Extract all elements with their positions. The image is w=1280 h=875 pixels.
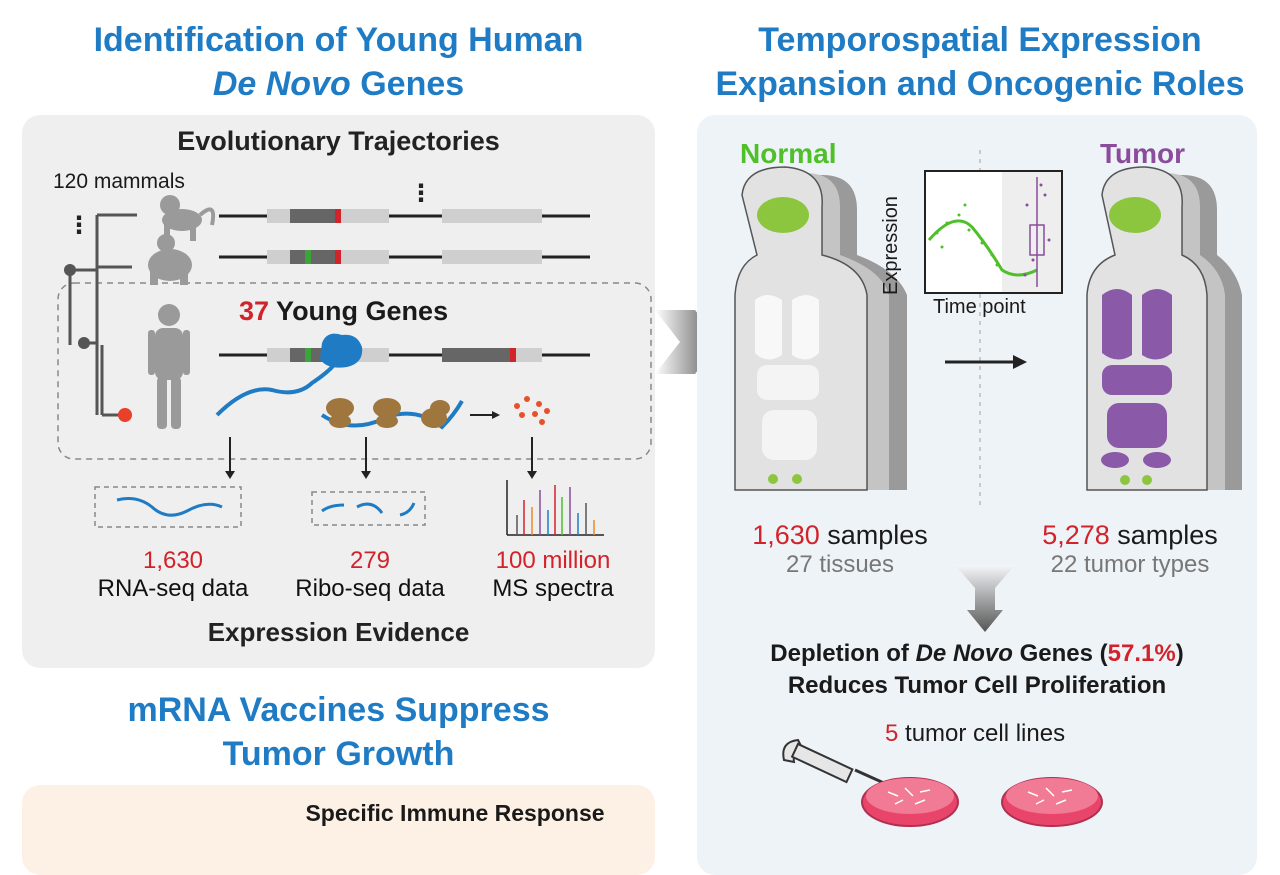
peptide-dots-icon	[514, 396, 550, 425]
normal-body-icon	[734, 166, 907, 491]
cell-lines-label: tumor cell lines	[898, 720, 1066, 747]
petri-dish-icon	[861, 777, 959, 827]
left-title: Identification of Young Human De Novo Ge…	[22, 18, 655, 106]
immune-panel	[22, 785, 655, 875]
ribosome-icons	[326, 398, 450, 428]
tumor-types: 22 tumor types	[1050, 551, 1210, 578]
normal-label: Normal	[740, 138, 837, 169]
gorilla-icon	[148, 234, 192, 285]
vertical-dots-tree: ⋮	[67, 212, 91, 239]
tumor-samples-number: 5,278	[1042, 520, 1110, 550]
rna-seq-icon	[94, 486, 242, 528]
tumor-body-icon	[1086, 166, 1242, 491]
plot-ylabel: Expression	[880, 196, 902, 295]
evidence-arrows	[229, 437, 533, 473]
evidence-header: Expression Evidence	[207, 617, 470, 647]
evolution-header: Evolutionary Trajectories	[177, 126, 500, 156]
left-title-line2: De Novo Genes	[22, 62, 655, 106]
cell-lines: 5 tumor cell lines	[885, 720, 1065, 748]
depletion-mid: Genes (	[1012, 640, 1108, 667]
tumor-label: Tumor	[1100, 138, 1186, 169]
evidence-number: 1,630	[142, 547, 204, 574]
tumor-samples-word: samples	[1109, 520, 1218, 550]
left-title-rest: Genes	[350, 65, 465, 103]
normal-samples: 1,630 samples	[720, 520, 960, 551]
vertical-dots-tracks: ⋮	[409, 180, 433, 207]
tree-node-root	[64, 264, 76, 276]
down-arrow-icon	[955, 565, 1015, 632]
mrna-translation	[320, 400, 464, 430]
vaccine-title-line1: mRNA Vaccines Suppress	[127, 691, 550, 729]
monkey-icon	[160, 195, 216, 241]
ms-spectrum-icon	[506, 480, 604, 536]
gene-track-monkey	[219, 209, 590, 223]
cell-lines-number: 5	[885, 720, 899, 747]
depletion-italic: De Novo	[915, 640, 1013, 667]
tree-node-human	[118, 408, 132, 422]
depletion-pct: 57.1%	[1107, 640, 1176, 667]
depletion-post: )	[1175, 640, 1184, 667]
gene-track-gorilla	[219, 250, 590, 264]
body-diagram	[734, 150, 1242, 510]
right-title-line1: Temporospatial Expression	[758, 21, 1202, 59]
petri-dish-icon	[1001, 777, 1103, 827]
vaccine-title-line2: Tumor Growth	[222, 735, 455, 773]
normal-samples-number: 1,630	[752, 520, 820, 550]
left-title-italic: De Novo	[212, 65, 351, 103]
immune-header: Specific Immune Response	[305, 800, 605, 826]
plot-xlabel: Time point	[933, 296, 1026, 318]
pipette-icon	[782, 738, 896, 790]
depletion-line1: Depletion of De Novo Genes (57.1%)	[697, 640, 1257, 668]
tree-node-inner	[78, 337, 90, 349]
ribo-seq-icon	[311, 491, 426, 526]
evidence-label: RNA-seq data	[97, 575, 249, 602]
evolution-diagram: ⋮ ⋮	[57, 180, 652, 536]
expression-plot-icon	[924, 170, 1063, 294]
young-genes-box	[57, 282, 652, 460]
human-icon	[148, 304, 190, 429]
transcript-rna	[215, 363, 336, 417]
evidence-label: MS spectra	[492, 575, 614, 602]
gene-track-human	[219, 348, 590, 362]
young-genes-count: 37	[239, 296, 270, 326]
vaccine-title: mRNA Vaccines Suppress Tumor Growth	[22, 688, 655, 776]
young-genes-title: 37 Young Genes	[239, 296, 448, 327]
left-title-line1: Identification of Young Human	[93, 21, 584, 59]
depletion-pre: Depletion of	[770, 640, 916, 667]
right-title: Temporospatial Expression Expansion and …	[680, 18, 1280, 106]
phylo-tree	[67, 213, 137, 417]
normal-tissues: 27 tissues	[785, 551, 895, 578]
young-genes-label: Young Genes	[269, 296, 449, 326]
tumor-samples: 5,278 samples	[1010, 520, 1250, 551]
evidence-number: 100 million	[495, 547, 611, 574]
evidence-number: 279	[349, 547, 391, 574]
evidence-label: Ribo-seq data	[295, 575, 445, 602]
evolution-panel	[22, 115, 655, 668]
depletion-line2: Reduces Tumor Cell Proliferation	[787, 672, 1167, 699]
cell-culture-icon	[782, 738, 1103, 827]
polymerase-icon	[320, 333, 363, 368]
mammals-label: 120 mammals	[53, 170, 185, 193]
right-title-line2: Expansion and Oncogenic Roles	[715, 65, 1245, 103]
normal-samples-word: samples	[819, 520, 928, 550]
